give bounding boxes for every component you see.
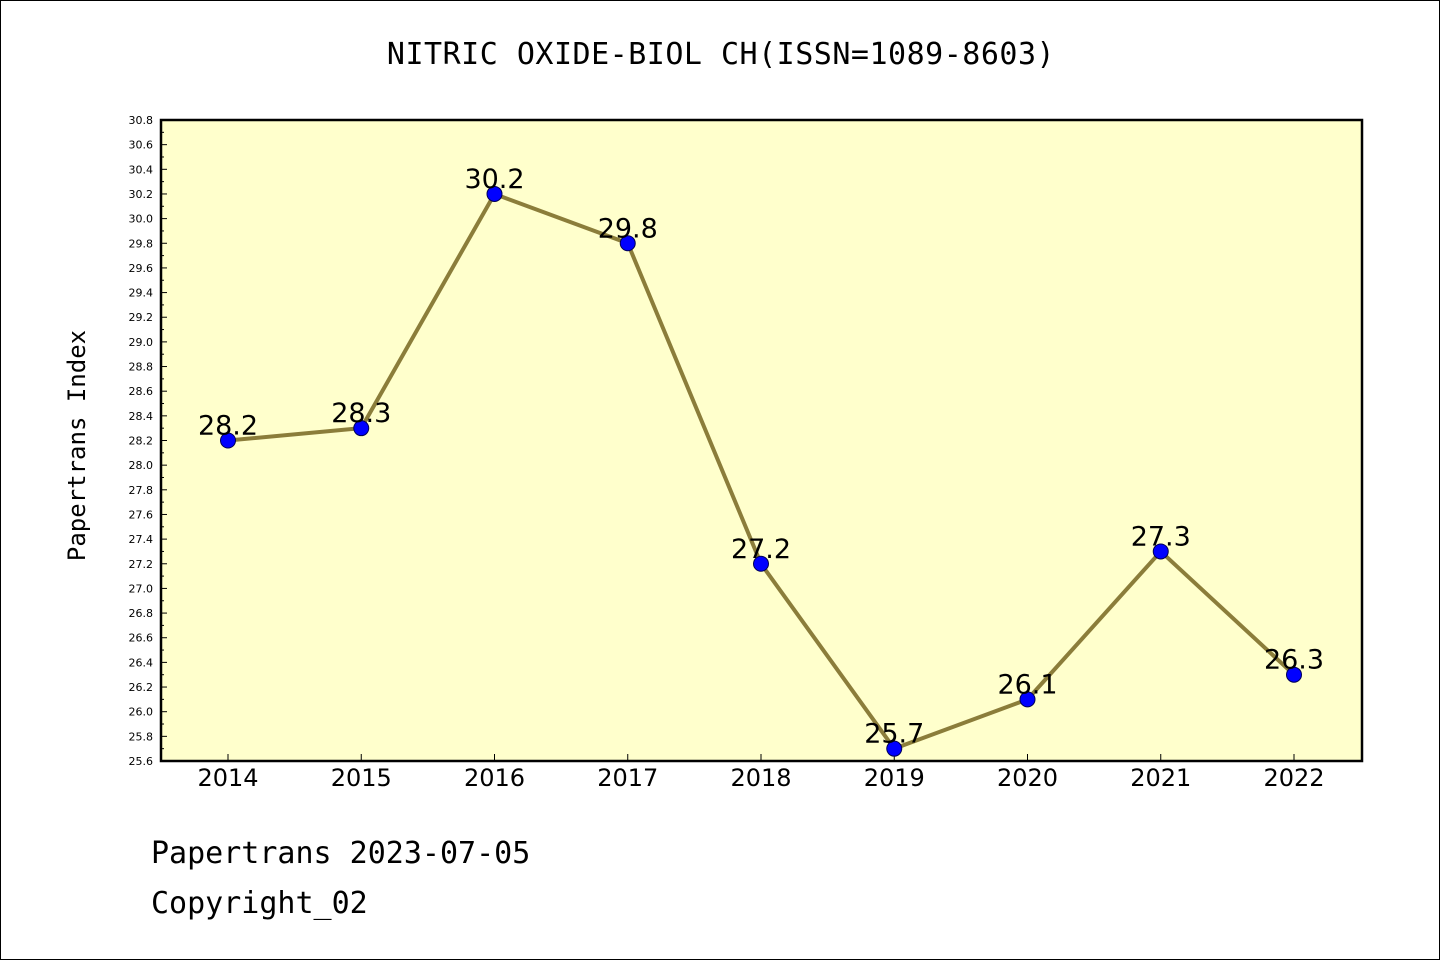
data-point [886,740,903,757]
y-tick-label: 29.6 [129,262,154,275]
data-label: 27.2 [731,534,791,565]
y-tick-label: 29.4 [129,287,154,300]
x-tick-label: 2022 [1263,764,1324,792]
data-label: 28.2 [198,411,258,442]
x-tick-label: 2014 [197,764,258,792]
y-tick-label: 27.2 [129,558,154,571]
data-point [353,420,370,437]
y-tick-label: 26.4 [129,656,154,669]
x-axis: 2014 2015 2016 2017 2018 2019 2020 2021 2022 [197,754,1325,792]
y-tick-label: 28.0 [129,459,154,472]
y-tick-label: 28.4 [129,410,154,423]
footer-copyright: Copyright_02 [151,886,368,921]
data-point [1019,691,1036,708]
data-label: 26.1 [997,669,1057,700]
x-tick-label: 2019 [864,764,925,792]
x-tick-label: 2015 [331,764,392,792]
chart-title: NITRIC OXIDE-BIOL CH(ISSN=1089-8603) [386,37,1056,72]
x-tick-label: 2020 [997,764,1058,792]
data-point [486,185,503,202]
y-tick-label: 28.6 [129,385,154,398]
data-point [1152,543,1169,560]
y-tick-label: 30.8 [129,114,154,127]
data-point [220,432,236,449]
x-tick-label: 2021 [1130,764,1191,792]
y-tick-label: 30.0 [129,213,154,226]
y-tick-label: 26.8 [129,607,154,620]
footer-date: Papertrans 2023-07-05 [151,836,531,871]
y-tick-label: 27.8 [129,484,154,497]
y-axis-title: Papertrans Index [63,330,91,561]
data-point [753,555,769,572]
y-tick-label: 30.4 [129,163,154,176]
plot-area [159,118,1364,763]
y-tick-label: 29.2 [129,311,154,324]
data-label: 30.2 [464,164,524,195]
data-label: 27.3 [1131,521,1191,552]
data-labels: 28.2 28.3 30.2 29.8 27.2 25.7 26.1 27.3 26.3 [198,164,1324,750]
y-tick-label: 27.6 [129,508,154,521]
y-tick-label: 27.0 [129,582,154,595]
y-tick-label: 30.2 [129,188,154,201]
data-label: 28.3 [331,398,391,429]
y-tick-label: 25.6 [129,755,154,768]
y-tick-label: 25.8 [129,730,154,743]
data-label: 25.7 [864,719,924,750]
y-tick-label: 29.8 [129,237,154,250]
y-tick-label: 29.0 [129,336,154,349]
y-tick-label: 28.2 [129,435,154,448]
x-tick-label: 2016 [464,764,525,792]
y-tick-label: 27.4 [129,533,154,546]
y-tick-label: 26.2 [129,681,154,694]
data-markers [220,185,1302,757]
y-tick-label: 28.8 [129,361,154,374]
y-tick-label: 26.0 [129,706,154,719]
y-tick-label: 30.6 [129,139,154,152]
x-tick-label: 2017 [597,764,658,792]
x-tick-label: 2018 [730,764,791,792]
y-axis: 25.6 25.8 26.0 26.2 26.4 26.6 26.8 27.0 27.2 27.4… [129,114,167,768]
data-point [619,235,636,252]
data-label: 29.8 [598,213,658,244]
data-label: 26.3 [1264,645,1324,676]
data-point [1286,666,1302,683]
y-tick-label: 26.6 [129,632,154,645]
